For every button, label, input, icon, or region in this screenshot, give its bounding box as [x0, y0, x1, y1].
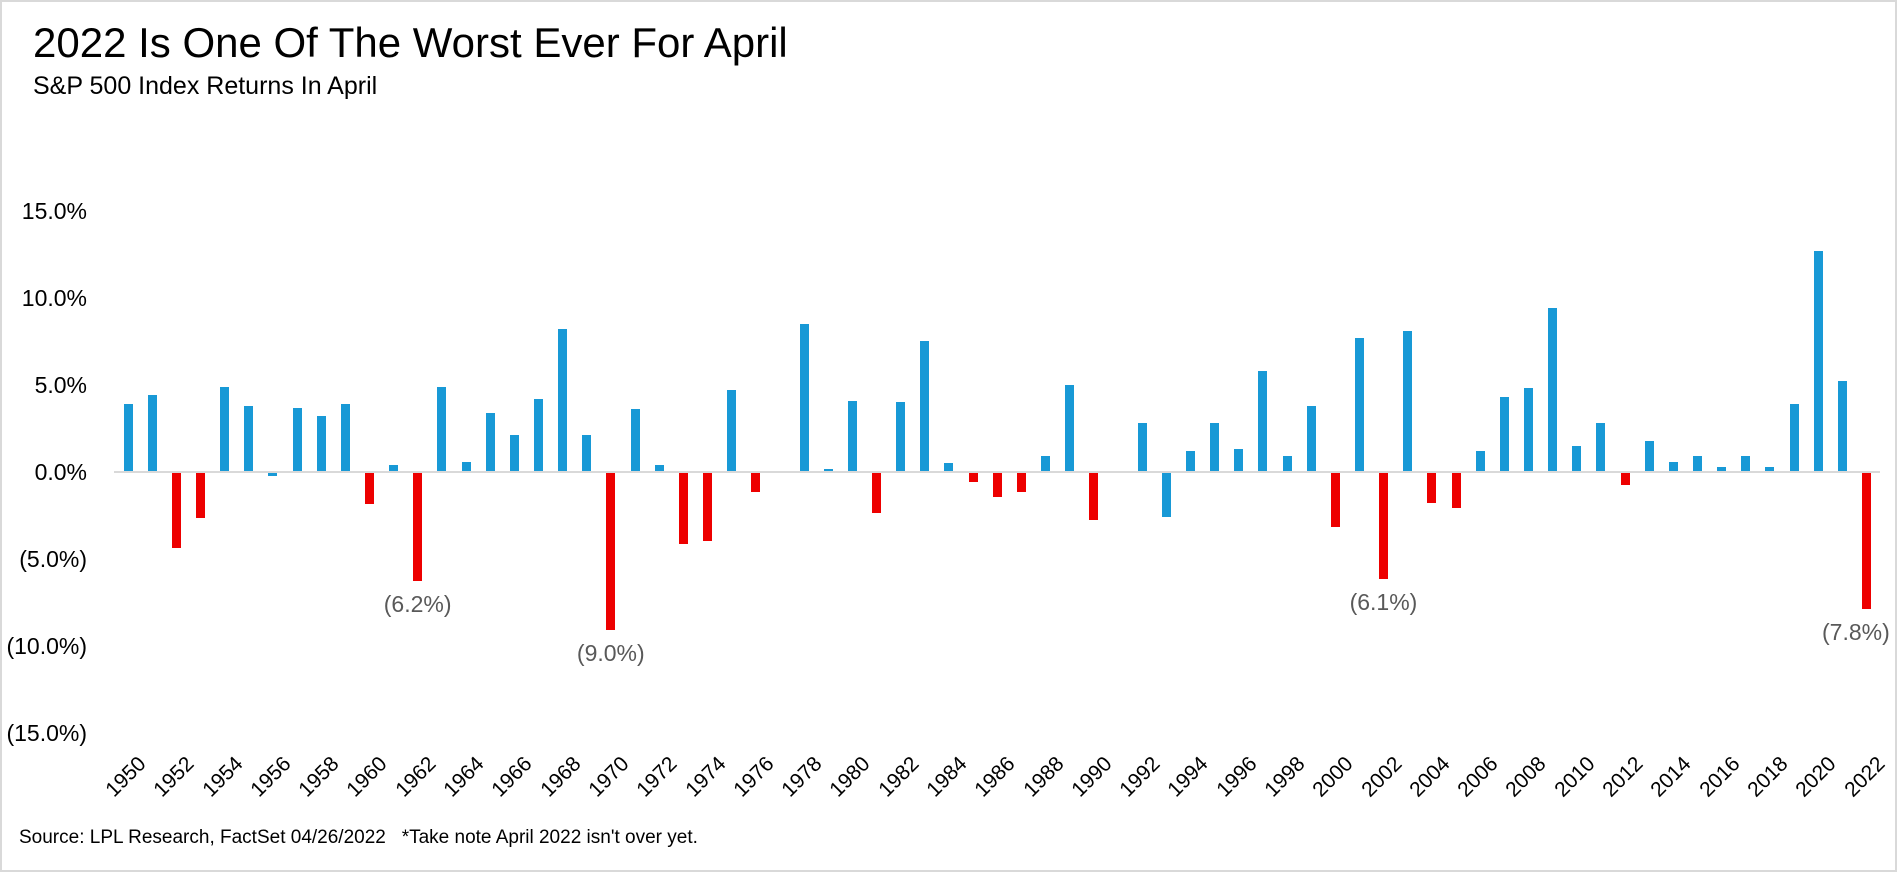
bar-1951	[147, 395, 157, 472]
bar-1976	[751, 473, 761, 493]
annotation-2022: (7.8%)	[1822, 618, 1890, 645]
bar-2018	[1765, 466, 1775, 472]
bar-2012	[1620, 473, 1630, 486]
bar-1993	[1161, 473, 1171, 517]
bar-2021	[1837, 381, 1847, 472]
bar-1998	[1282, 456, 1292, 472]
source-note: Source: LPL Research, FactSet 04/26/2022…	[19, 827, 698, 848]
bar-1995	[1210, 423, 1220, 472]
bar-1988	[1041, 456, 1051, 472]
bar-2014	[1668, 461, 1678, 472]
bar-2003	[1403, 330, 1413, 472]
y-axis-tick-label: (15.0%)	[6, 720, 87, 747]
bar-2001	[1354, 337, 1364, 472]
chart-title: 2022 Is One Of The Worst Ever For April	[33, 19, 788, 66]
bar-1955	[244, 405, 254, 472]
bar-2004	[1427, 473, 1437, 503]
bar-2006	[1475, 451, 1485, 472]
y-axis-tick-label: 0.0%	[34, 459, 87, 485]
bar-1984	[944, 463, 954, 472]
bar-2000	[1330, 473, 1340, 527]
bar-1963	[437, 386, 447, 472]
y-axis-tick-label: 10.0%	[21, 284, 87, 311]
bar-2008	[1523, 388, 1533, 472]
bar-1971	[630, 409, 640, 472]
bar-1974	[703, 473, 712, 541]
bar-1968	[558, 329, 568, 472]
bar-1979	[823, 468, 833, 472]
bar-2013	[1644, 440, 1654, 472]
bar-2016	[1717, 466, 1727, 472]
bar-1973	[678, 473, 688, 545]
bar-2009	[1548, 308, 1558, 472]
bar-1972	[654, 465, 664, 472]
bar-2017	[1741, 456, 1751, 472]
bar-1966	[509, 435, 519, 472]
y-axis-tick-label: (10.0%)	[6, 633, 87, 660]
bar-1981	[872, 473, 882, 514]
annotation-1962: (6.2%)	[383, 591, 452, 617]
bar-1961	[389, 465, 399, 472]
bar-1969	[582, 435, 592, 472]
annotation-2002: (6.1%)	[1349, 589, 1418, 616]
bar-1965	[485, 412, 495, 472]
bar-1967	[533, 398, 543, 472]
bar-1959	[340, 404, 350, 472]
y-axis-tick-label: 5.0%	[34, 371, 87, 398]
bar-1953	[195, 473, 205, 519]
bar-2011	[1596, 423, 1606, 472]
bar-1962	[413, 473, 423, 581]
chart-subtitle: S&P 500 Index Returns In April	[33, 72, 378, 100]
bar-2010	[1572, 445, 1582, 472]
zero-axis-line	[114, 471, 1880, 473]
bar-2020	[1813, 250, 1823, 472]
bar-1950	[123, 404, 133, 472]
bar-2002	[1379, 473, 1389, 580]
bar-1999	[1306, 405, 1316, 472]
bar-1992	[1137, 423, 1147, 472]
annotation-1970: (9.0%)	[576, 639, 645, 666]
bar-1978	[799, 323, 809, 472]
bar-1994	[1185, 451, 1195, 472]
bar-1985	[968, 473, 978, 482]
bar-1983	[920, 341, 930, 472]
bar-2019	[1789, 404, 1799, 472]
bar-1958	[316, 416, 326, 472]
bar-2007	[1499, 397, 1509, 472]
y-axis-tick-label: 15.0%	[21, 197, 87, 224]
bar-1957	[292, 407, 302, 472]
bar-1996	[1234, 449, 1244, 472]
bar-2015	[1692, 456, 1702, 472]
bar-1956	[268, 473, 278, 477]
bar-1980	[847, 400, 857, 472]
bar-1987	[1016, 473, 1026, 493]
bar-1997	[1258, 370, 1268, 472]
y-axis-tick-label: (5.0%)	[19, 546, 87, 573]
bar-1975	[727, 390, 737, 472]
bar-1986	[992, 473, 1002, 498]
bar-1952	[171, 473, 181, 548]
bar-1970	[606, 473, 616, 630]
bar-1982	[896, 402, 906, 472]
bar-1964	[461, 461, 471, 472]
bar-1989	[1065, 384, 1075, 472]
bar-1960	[364, 473, 374, 505]
bar-2022	[1862, 473, 1871, 609]
bar-2005	[1451, 473, 1461, 508]
bar-1954	[220, 386, 230, 472]
bar-1990	[1089, 473, 1099, 521]
